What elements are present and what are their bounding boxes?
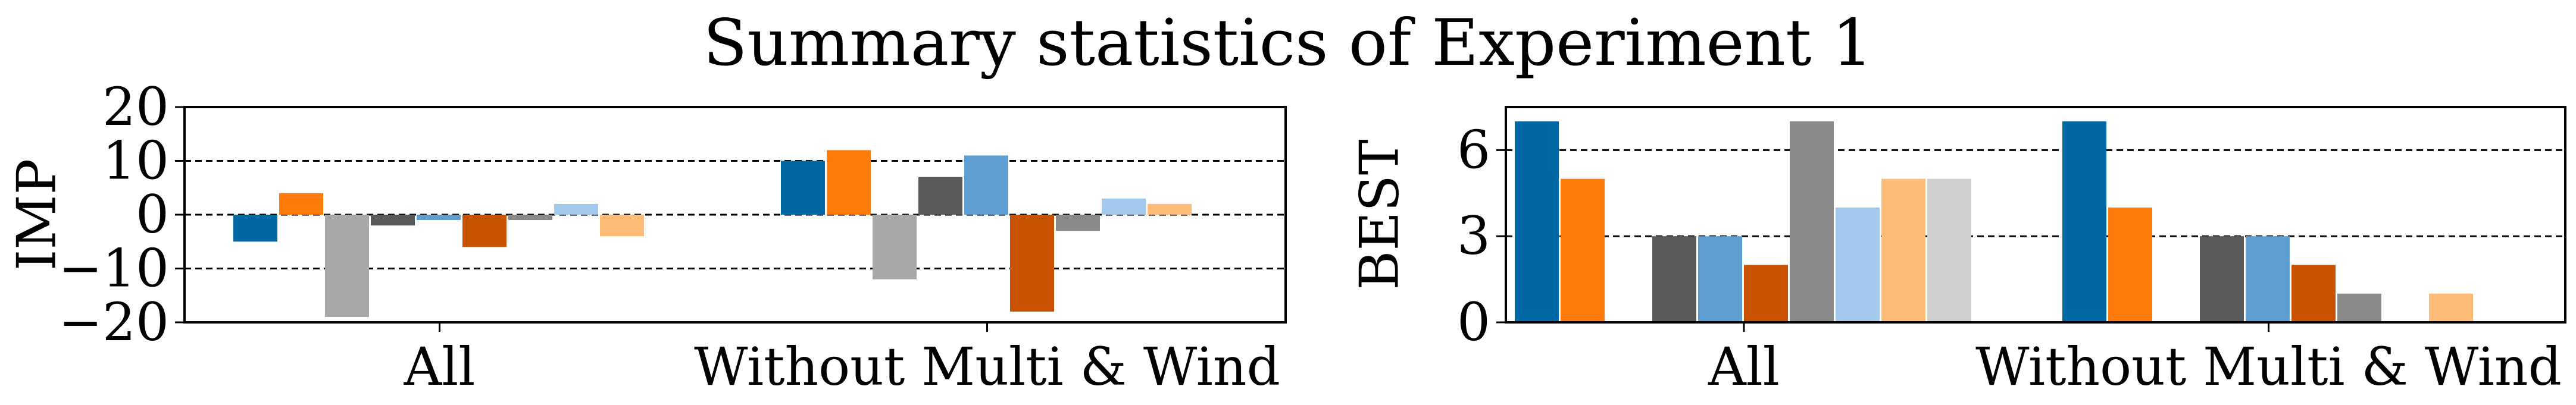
ytick-label-1-1: 3 <box>1457 205 1490 266</box>
ytick-label-1-2: 6 <box>1457 119 1490 180</box>
bar-0-0-7 <box>554 203 598 215</box>
bar-0-0-3 <box>371 215 415 226</box>
ytick-label-0-3: −10 <box>58 238 169 299</box>
bar-1-0-3 <box>1698 236 1742 322</box>
ylabel-1: BEST <box>1349 139 1411 290</box>
xtick-label-1-1: Without Multi & Wind <box>1975 336 2562 397</box>
bar-0-1-7 <box>1102 198 1146 215</box>
ytick-label-0-1: 10 <box>102 130 169 191</box>
bar-0-1-3 <box>918 177 962 215</box>
bar-1-0-7 <box>1881 178 1925 322</box>
xtick-label-1-0: All <box>1708 336 1780 397</box>
bar-0-1-0 <box>781 161 825 215</box>
bar-1-0-6 <box>1836 207 1880 322</box>
bar-0-0-2 <box>325 215 369 317</box>
ytick-label-1-0: 0 <box>1457 291 1490 353</box>
bar-0-1-5 <box>1010 215 1054 312</box>
figure-title: Summary statistics of Experiment 1 <box>703 6 1873 80</box>
bar-0-0-8 <box>600 215 644 237</box>
bar-1-1-5 <box>2337 293 2381 322</box>
bar-0-0-5 <box>462 215 507 247</box>
bar-1-1-4 <box>2291 265 2336 322</box>
bar-1-1-0 <box>2062 121 2106 322</box>
bar-0-0-4 <box>417 215 461 221</box>
bar-1-0-1 <box>1561 178 1605 322</box>
bar-1-1-6 <box>2429 293 2473 322</box>
bar-1-0-0 <box>1515 121 1559 322</box>
ytick-label-0-2: 0 <box>136 184 169 245</box>
bar-0-0-1 <box>279 193 323 215</box>
bar-0-0-0 <box>233 215 277 242</box>
ylabel-0: IMP <box>6 159 68 271</box>
xtick-label-0-0: All <box>404 336 476 397</box>
ytick-label-0-4: −20 <box>58 291 169 353</box>
bar-0-1-2 <box>873 215 917 280</box>
bar-0-0-6 <box>508 215 552 221</box>
bar-1-0-5 <box>1790 121 1834 322</box>
bar-0-1-4 <box>964 155 1008 215</box>
bar-1-0-8 <box>1927 178 1971 322</box>
bar-1-0-2 <box>1652 236 1696 322</box>
ytick-label-0-0: 20 <box>102 76 169 137</box>
axes-frame-1 <box>1505 106 2566 324</box>
bar-1-1-1 <box>2108 207 2152 322</box>
bar-0-1-8 <box>1148 203 1192 215</box>
bar-0-1-1 <box>827 150 871 215</box>
bar-0-1-6 <box>1056 215 1100 231</box>
bar-1-1-3 <box>2246 236 2290 322</box>
bar-1-1-2 <box>2200 236 2244 322</box>
bar-1-0-4 <box>1744 265 1788 322</box>
xtick-label-0-1: Without Multi & Wind <box>694 336 1280 397</box>
